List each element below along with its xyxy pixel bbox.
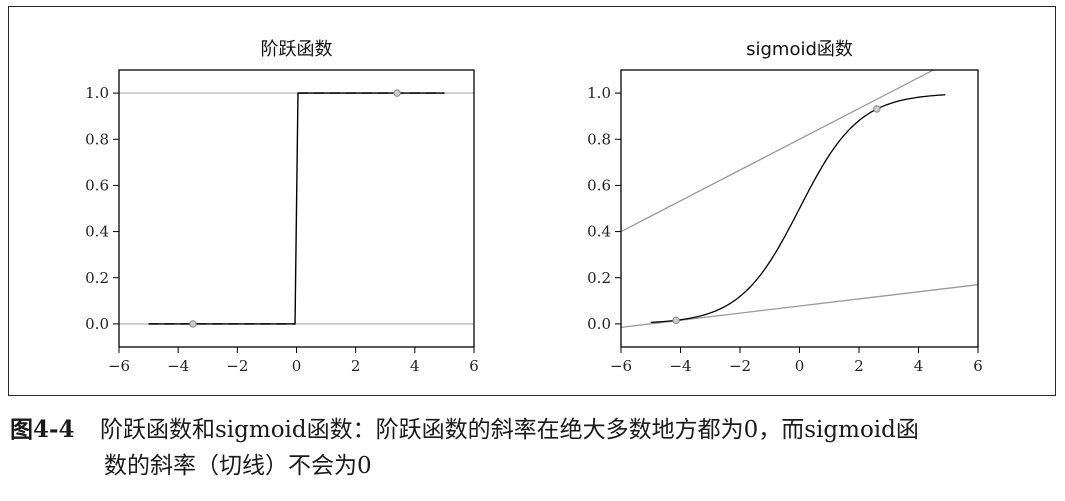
step-curve: [148, 92, 445, 325]
x-tick-label: 4: [410, 357, 420, 375]
step-function-panel: 阶跃函数 −6 −4 −2 0 2 4 6 0.0 0.2 0.4 0.6 0.8 1.0: [85, 39, 479, 375]
x-tick-label: 6: [469, 357, 479, 375]
x-tick-label: 4: [914, 357, 924, 375]
y-tick-label: 0.0: [587, 315, 611, 333]
x-tick-label: −6: [108, 357, 130, 375]
x-tick-label: 2: [854, 357, 864, 375]
y-tick-label: 0.8: [587, 130, 611, 148]
tangent-point-marker: [189, 320, 197, 328]
y-tick-label: 0.4: [85, 223, 109, 241]
plot-title: 阶跃函数: [261, 39, 333, 60]
x-tick-label: 2: [351, 357, 361, 375]
x-tick-label: 0: [292, 357, 302, 375]
y-tick-label: 0.6: [85, 176, 109, 194]
y-tick-label: 0.2: [587, 269, 611, 287]
plot-area: [621, 70, 978, 329]
x-tick-label: −4: [167, 357, 189, 375]
tangent-line: [621, 70, 935, 233]
caption-line-1: 阶跃函数和sigmoid函数：阶跃函数的斜率在绝大多数地方都为0，而sigmoi…: [100, 417, 919, 443]
y-tick-label: 0.8: [85, 130, 109, 148]
plot-title: sigmoid函数: [746, 39, 853, 60]
sigmoid-function-panel: sigmoid函数 −6 −4 −2 0 2 4 6 0.0 0.2 0.4 0.6 0.8 1.0: [587, 39, 983, 375]
caption-line-2: 数的斜率（切线）不会为0: [104, 453, 372, 479]
x-tick-label: −2: [729, 357, 751, 375]
tangent-point-marker: [672, 316, 680, 325]
sigmoid-curve: [650, 94, 946, 324]
y-tick-label: 0.6: [587, 176, 611, 194]
tangent-point-marker: [873, 105, 881, 113]
figure-number: 图4-4: [10, 416, 75, 443]
x-tick-label: −6: [610, 357, 632, 375]
y-tick-label: 1.0: [587, 84, 611, 102]
figure-caption: 图4-4 阶跃函数和sigmoid函数：阶跃函数的斜率在绝大多数地方都为0，而si…: [10, 412, 1060, 484]
y-tick-label: 0.0: [85, 315, 109, 333]
plot-area: [119, 92, 474, 325]
y-tick-label: 0.2: [85, 269, 109, 287]
y-tick-label: 0.4: [587, 223, 611, 241]
tangent-point-marker: [393, 89, 401, 97]
x-tick-label: −4: [669, 357, 691, 375]
plots-canvas: 阶跃函数 −6 −4 −2 0 2 4 6 0.0 0.2 0.4 0.6 0.8 1.0 sigmoid…: [85, 39, 983, 375]
x-tick-label: 6: [973, 357, 983, 375]
figure-frame: 阶跃函数 −6 −4 −2 0 2 4 6 0.0 0.2 0.4 0.6 0.8 1.0 sigmoid…: [8, 6, 1056, 396]
x-tick-label: 0: [795, 357, 805, 375]
y-tick-label: 1.0: [85, 84, 109, 102]
x-tick-label: −2: [226, 357, 248, 375]
